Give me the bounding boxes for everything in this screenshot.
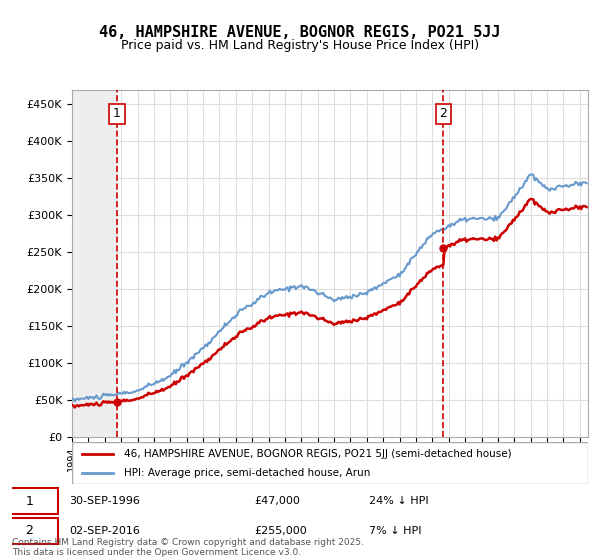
Text: Price paid vs. HM Land Registry's House Price Index (HPI): Price paid vs. HM Land Registry's House …: [121, 39, 479, 52]
Text: Contains HM Land Registry data © Crown copyright and database right 2025.
This d: Contains HM Land Registry data © Crown c…: [12, 538, 364, 557]
Text: 24% ↓ HPI: 24% ↓ HPI: [369, 496, 429, 506]
FancyBboxPatch shape: [1, 518, 58, 544]
Text: 2: 2: [439, 108, 447, 120]
Bar: [72, 90, 117, 437]
Text: 30-SEP-1996: 30-SEP-1996: [70, 496, 140, 506]
Text: 2: 2: [25, 524, 33, 538]
Text: 46, HAMPSHIRE AVENUE, BOGNOR REGIS, PO21 5JJ: 46, HAMPSHIRE AVENUE, BOGNOR REGIS, PO21…: [99, 25, 501, 40]
Text: 02-SEP-2016: 02-SEP-2016: [70, 526, 140, 536]
Text: £255,000: £255,000: [254, 526, 307, 536]
Point: [439, 244, 448, 253]
Text: 1: 1: [113, 108, 121, 120]
FancyBboxPatch shape: [72, 442, 588, 484]
Text: 7% ↓ HPI: 7% ↓ HPI: [369, 526, 422, 536]
Text: HPI: Average price, semi-detached house, Arun: HPI: Average price, semi-detached house,…: [124, 468, 370, 478]
Text: 1: 1: [25, 495, 33, 508]
Text: £47,000: £47,000: [254, 496, 300, 506]
FancyBboxPatch shape: [1, 488, 58, 514]
Text: 46, HAMPSHIRE AVENUE, BOGNOR REGIS, PO21 5JJ (semi-detached house): 46, HAMPSHIRE AVENUE, BOGNOR REGIS, PO21…: [124, 449, 511, 459]
Point: [112, 398, 122, 407]
